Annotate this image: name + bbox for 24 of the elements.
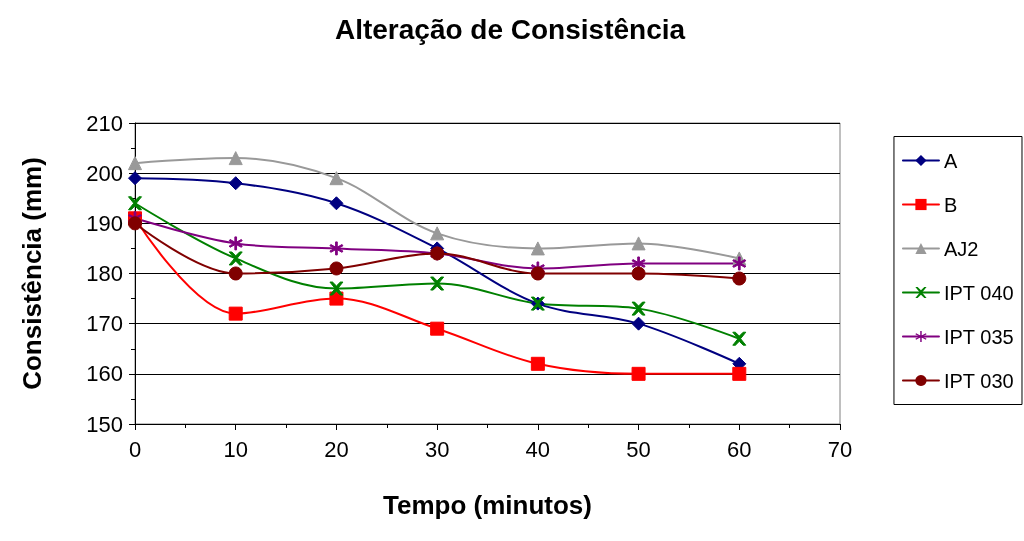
- y-axis-title: Consistência (mm): [17, 157, 47, 390]
- x-tick-label: 0: [128, 436, 142, 462]
- legend-label: AJ2: [943, 237, 979, 260]
- y-tick-label: 170: [86, 311, 123, 337]
- x-tick-label: 50: [626, 436, 651, 462]
- chart-title: Alteração de Consistência: [334, 13, 686, 45]
- x-tick-label: 60: [727, 436, 752, 462]
- y-tick-label: 210: [86, 110, 123, 136]
- x-tick-label: 40: [525, 436, 551, 462]
- x-tick-label: 70: [827, 436, 853, 462]
- y-tick-label: 160: [86, 361, 123, 387]
- x-tick-label: 30: [424, 436, 450, 462]
- legend-label: IPT 035: [943, 325, 1014, 348]
- legend-label: IPT 030: [943, 369, 1014, 392]
- x-tick-label: 20: [324, 436, 349, 462]
- x-tick-label: 10: [223, 436, 248, 462]
- legend-label: A: [943, 149, 958, 172]
- y-tick-label: 200: [86, 160, 123, 186]
- x-axis-title: Tempo (minutos): [383, 490, 592, 520]
- legend-label: B: [943, 193, 958, 216]
- legend-label: IPT 040: [943, 281, 1014, 304]
- y-tick-label: 150: [86, 411, 123, 437]
- y-tick-label: 180: [86, 261, 123, 286]
- y-tick-label: 190: [86, 210, 123, 236]
